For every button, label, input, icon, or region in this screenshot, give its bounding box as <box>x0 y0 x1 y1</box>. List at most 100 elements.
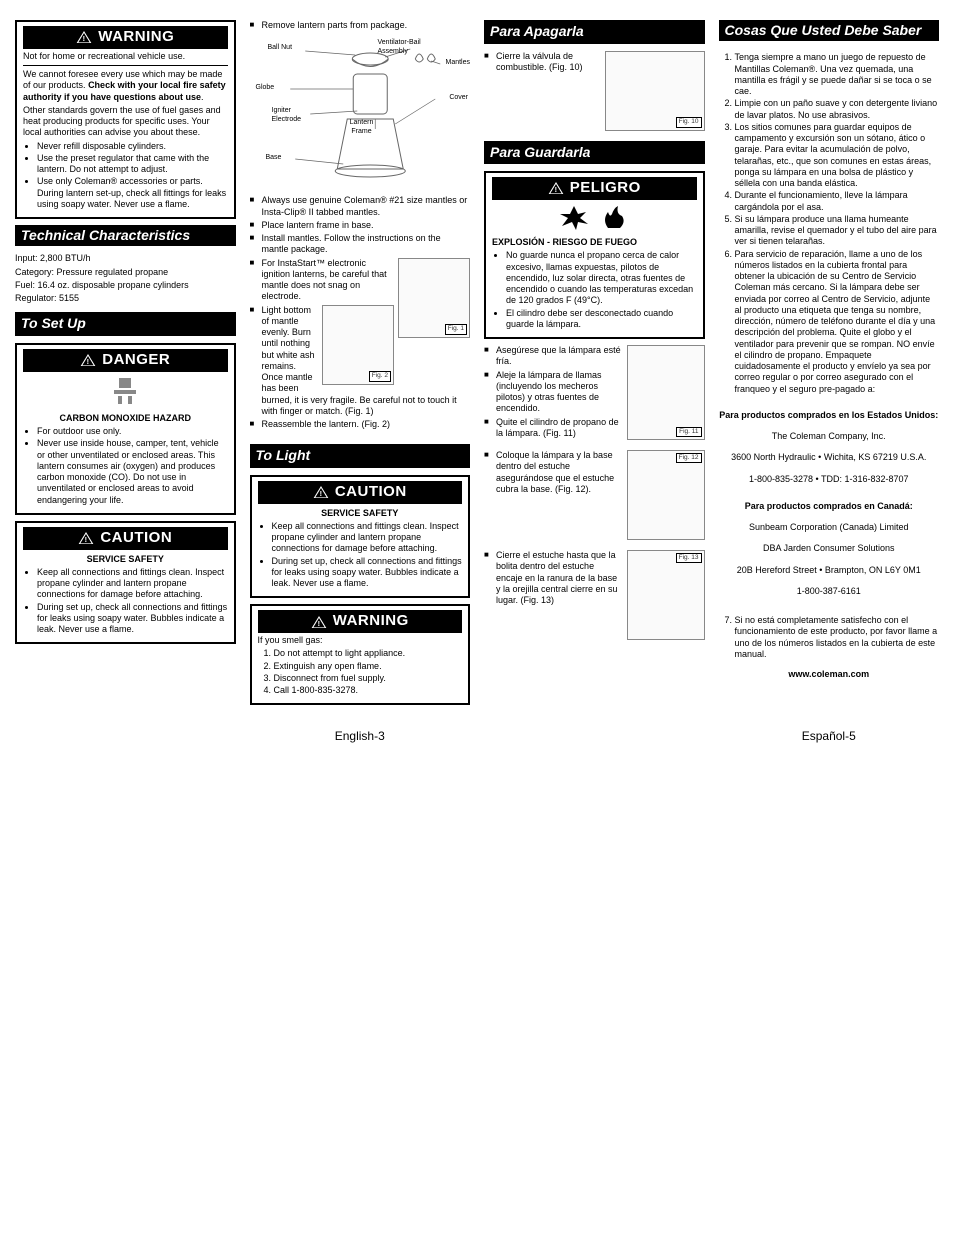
step-s3: Install mantles. Follow the instructions… <box>250 233 471 256</box>
caution2-title: CAUTION <box>335 483 407 502</box>
saber-n5: Si su lámpara produce una llama humeante… <box>735 214 940 248</box>
warn2-n1: Do not attempt to light appliance. <box>274 648 463 659</box>
danger-title-bar: ! DANGER <box>23 349 228 372</box>
setup-title: To Set Up <box>15 312 236 337</box>
g4: Coloque la lámpara y la base dentro del … <box>484 450 705 495</box>
peligro-b1: No guarde nunca el propano cerca de calo… <box>506 250 697 306</box>
label-vent-bail: Ventilator-Bail Assembly <box>378 39 433 57</box>
caution-title: CAUTION <box>100 529 172 548</box>
apagar-block: Fig. 10 Cierre la válvula de combustible… <box>484 51 705 135</box>
flame-icon <box>598 204 630 230</box>
warning2-title: WARNING <box>333 612 409 631</box>
setup-steps-top: Remove lantern parts from package. <box>250 20 471 33</box>
warn2-n2: Extinguish any open flame. <box>274 661 463 672</box>
warn1-b1: Never refill disposable cylinders. <box>37 141 228 152</box>
caution-box-2: ! CAUTION SERVICE SAFETY Keep all connec… <box>250 475 471 599</box>
label-igniter: Igniter Electrode <box>272 107 307 125</box>
fig-2: Fig. 2 <box>322 305 394 385</box>
warning-box-1: ! WARNING Not for home or recreational v… <box>15 20 236 219</box>
tech-l1: Input: 2,800 BTU/h <box>15 253 236 264</box>
label-cover: Cover <box>449 94 468 103</box>
saber-n7: Si no está completamente satisfecho con … <box>735 615 940 660</box>
us-l2: 3600 North Hydraulic • Wichita, KS 67219… <box>719 452 940 463</box>
saber-n1: Tenga siempre a mano un juego de repuest… <box>735 52 940 97</box>
danger-sub: CARBON MONOXIDE HAZARD <box>23 413 228 424</box>
step-remove: Remove lantern parts from package. <box>250 20 471 31</box>
svg-text:!: ! <box>83 34 86 43</box>
caution-bullets: Keep all connections and fittings clean.… <box>23 567 228 636</box>
ca-l2: DBA Jarden Consumer Solutions <box>719 543 940 554</box>
caution2-b2: During set up, check all connections and… <box>272 556 463 590</box>
warn1-p1: Not for home or recreational vehicle use… <box>23 51 228 62</box>
step-s4: Fig. 1 For InstaStart™ electronic igniti… <box>250 258 471 303</box>
label-mantles: Mantles <box>445 59 470 68</box>
danger-box: ! DANGER CARBON MONOXIDE HAZARD For outd… <box>15 343 236 515</box>
apagar-s1: Cierre la válvula de combustible. (Fig. … <box>484 51 705 74</box>
svg-text:!: ! <box>554 185 557 194</box>
warning2-title-bar: ! WARNING <box>258 610 463 633</box>
warn2-n4: Call 1-800-835-3278. <box>274 685 463 696</box>
svg-text:!: ! <box>317 619 320 628</box>
peligro-title: PELIGRO <box>570 179 641 198</box>
pagenum-es: Español-5 <box>719 729 940 744</box>
guardar-block-1: Fig. 11 Asegúrese que la lámpara esté fr… <box>484 345 705 444</box>
apagar-title: Para Apagarla <box>484 20 705 45</box>
fig2-label: Fig. 2 <box>369 371 391 381</box>
pagenum-en: English-3 <box>250 729 471 744</box>
warn1-bullets: Never refill disposable cylinders. Use t… <box>23 141 228 211</box>
svg-text:!: ! <box>87 357 90 366</box>
column-1: ! WARNING Not for home or recreational v… <box>15 20 236 744</box>
warn2-n3: Disconnect from fuel supply. <box>274 673 463 684</box>
peligro-bullets: No guarde nunca el propano cerca de calo… <box>492 250 697 330</box>
caution-box-1: ! CAUTION SERVICE SAFETY Keep all connec… <box>15 521 236 645</box>
danger-title: DANGER <box>102 351 170 370</box>
caution-b2: During set up, check all connections and… <box>37 602 228 636</box>
step-s2: Place lantern frame in base. <box>250 220 471 231</box>
saber-n3: Los sitios comunes para guardar equipos … <box>735 122 940 190</box>
column-3: Para Apagarla Fig. 10 Cierre la válvula … <box>484 20 705 744</box>
warning-title: WARNING <box>98 28 174 47</box>
website-url: www.coleman.com <box>719 669 940 680</box>
warn1-p2: We cannot foresee every use which may be… <box>23 69 228 103</box>
setup-steps: Always use genuine Coleman® #21 size man… <box>250 195 471 432</box>
guardar-title: Para Guardarla <box>484 141 705 166</box>
danger-b2: Never use inside house, camper, tent, ve… <box>37 438 228 506</box>
fig10-label: Fig. 10 <box>676 117 702 127</box>
tech-title: Technical Characteristics <box>15 225 236 247</box>
warn1-b2: Use the preset regulator that came with … <box>37 153 228 176</box>
warning-triangle-icon: ! <box>78 531 94 545</box>
saber-list-2: Si no está completamente satisfecho con … <box>719 615 940 661</box>
svg-text:!: ! <box>319 489 322 498</box>
peligro-sub: EXPLOSIÓN - RIESGO DE FUEGO <box>492 237 697 248</box>
warning-title-bar: ! WARNING <box>23 26 228 49</box>
ca-l1: Sunbeam Corporation (Canada) Limited <box>719 522 940 533</box>
warning-triangle-icon: ! <box>80 353 96 367</box>
warn2-lead: If you smell gas: <box>258 635 463 646</box>
step-s4-text: For InstaStart™ electronic ignition lant… <box>262 258 387 302</box>
danger-b1: For outdoor use only. <box>37 426 228 437</box>
peligro-title-bar: ! PELIGRO <box>492 177 697 200</box>
page-root: ! WARNING Not for home or recreational v… <box>15 20 939 744</box>
g1: Asegúrese que la lámpara esté fría. <box>484 345 705 368</box>
saber-list: Tenga siempre a mano un juego de repuest… <box>719 52 940 396</box>
explosion-icon <box>558 204 590 230</box>
peligro-icons <box>492 204 697 233</box>
column-2: Remove lantern parts from package. <box>250 20 471 744</box>
ca-l4: 1-800-387-6161 <box>719 586 940 597</box>
warning-triangle-icon: ! <box>311 615 327 629</box>
warn1-p3: Other standards govern the use of fuel g… <box>23 105 228 139</box>
step-s5: Fig. 2 Light bottom of mantle evenly. Bu… <box>250 305 471 418</box>
us-l1: The Coleman Company, Inc. <box>719 431 940 442</box>
us-l3: 1-800-835-3278 • TDD: 1-316-832-8707 <box>719 474 940 485</box>
ca-head: Para productos comprados en Canadá: <box>719 501 940 512</box>
saber-n2: Limpie con un paño suave y con detergent… <box>735 98 940 121</box>
warning-triangle-icon: ! <box>76 30 92 44</box>
caution-sub: SERVICE SAFETY <box>23 554 228 565</box>
warning-triangle-icon: ! <box>313 485 329 499</box>
caution2-bullets: Keep all connections and fittings clean.… <box>258 521 463 590</box>
caution2-b1: Keep all connections and fittings clean.… <box>272 521 463 555</box>
guardar-block-3: Fig. 13 Cierre el estuche hasta que la b… <box>484 550 705 644</box>
guardar-block-2: Fig. 12 Coloque la lámpara y la base den… <box>484 450 705 544</box>
tech-l4: Regulator: 5155 <box>15 293 236 304</box>
step-s1: Always use genuine Coleman® #21 size man… <box>250 195 471 218</box>
